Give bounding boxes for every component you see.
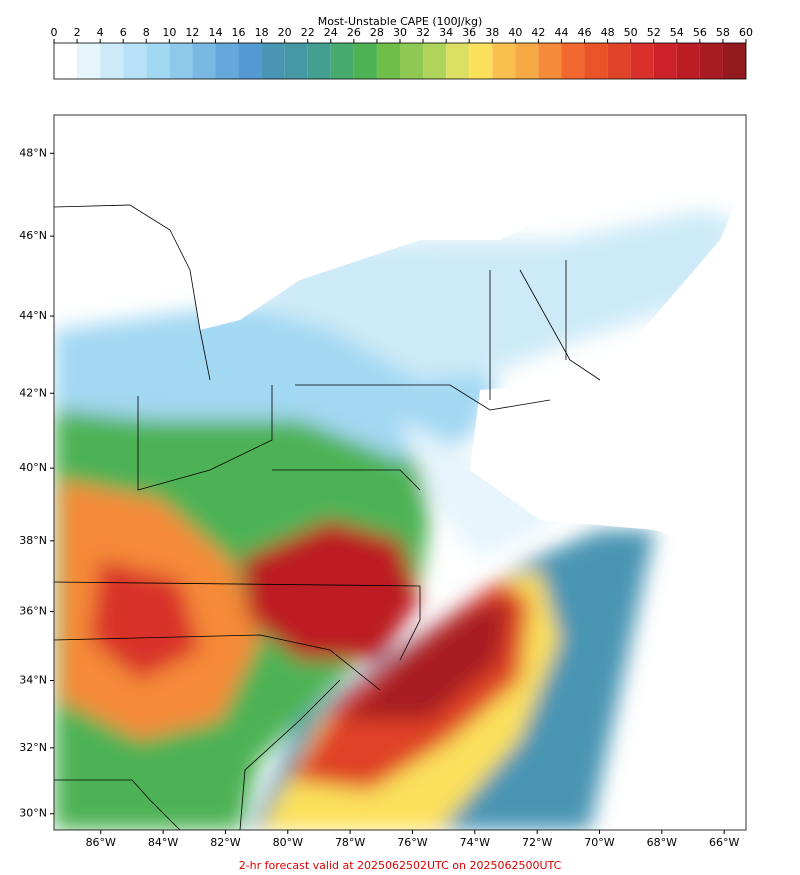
colorbar-swatch	[607, 43, 631, 79]
colorbar-swatch	[238, 43, 262, 79]
colorbar-tick-label: 32	[416, 26, 430, 39]
colorbar-tick-label: 42	[531, 26, 545, 39]
colorbar-tick-label: 58	[716, 26, 730, 39]
colorbar-tick-label: 10	[162, 26, 176, 39]
x-tick-label: 82°W	[210, 836, 240, 849]
colorbar-swatch	[722, 43, 746, 79]
colorbar-swatch	[100, 43, 124, 79]
colorbar-title: Most-Unstable CAPE (100J/kg)	[318, 15, 483, 28]
y-tick-label: 48°N	[19, 146, 47, 159]
colorbar-swatch	[584, 43, 608, 79]
x-tick-label: 74°W	[460, 836, 490, 849]
colorbar-swatch	[446, 43, 470, 79]
colorbar-tick-label: 34	[439, 26, 453, 39]
colorbar-tick-label: 50	[624, 26, 638, 39]
colorbar-swatch	[515, 43, 539, 79]
y-tick-label: 32°N	[19, 741, 47, 754]
x-tick-label: 70°W	[584, 836, 614, 849]
x-tick-label: 66°W	[709, 836, 739, 849]
footer: 2-hr forecast valid at 2025062502UTC on …	[239, 859, 562, 872]
colorbar-swatch	[54, 43, 78, 79]
colorbar-swatch	[561, 43, 585, 79]
colorbar-swatch	[192, 43, 216, 79]
colorbar-tick-label: 2	[74, 26, 81, 39]
colorbar-swatch	[330, 43, 354, 79]
colorbar-swatch	[146, 43, 170, 79]
colorbar-tick-label: 36	[462, 26, 476, 39]
colorbar-swatch	[215, 43, 239, 79]
cape-field	[54, 115, 746, 830]
colorbar-swatch	[400, 43, 424, 79]
colorbar-tick-label: 38	[485, 26, 499, 39]
x-tick-label: 68°W	[647, 836, 677, 849]
y-tick-label: 42°N	[19, 386, 47, 399]
colorbar-tick-label: 16	[232, 26, 246, 39]
colorbar-tick-label: 8	[143, 26, 150, 39]
colorbar-swatch	[376, 43, 400, 79]
y-tick-label: 30°N	[19, 807, 47, 820]
y-tick-label: 34°N	[19, 673, 47, 686]
colorbar-swatch	[307, 43, 331, 79]
colorbar-swatch	[77, 43, 101, 79]
colorbar-tick-label: 14	[208, 26, 222, 39]
colorbar-tick-label: 6	[120, 26, 127, 39]
x-tick-label: 84°W	[148, 836, 178, 849]
x-tick-label: 86°W	[86, 836, 116, 849]
colorbar-swatch	[123, 43, 147, 79]
x-tick-label: 72°W	[522, 836, 552, 849]
axes: 86°W 84°W 82°W 80°W 78°W 76°W 74°W 72°W 70°W 68°W…	[19, 146, 739, 849]
colorbar-tick-label: 24	[324, 26, 338, 39]
colorbar-tick-label: 28	[370, 26, 384, 39]
colorbar-tick-label: 60	[739, 26, 753, 39]
x-tick-label: 76°W	[397, 836, 427, 849]
colorbar-tick-label: 48	[601, 26, 615, 39]
colorbar-swatch	[630, 43, 654, 79]
colorbar-tick-label: 44	[554, 26, 568, 39]
colorbar-tick-label: 46	[578, 26, 592, 39]
colorbar-swatch	[261, 43, 285, 79]
colorbar-tick-label: 52	[647, 26, 661, 39]
colorbar-tick-label: 22	[301, 26, 315, 39]
colorbar-tick-label: 0	[51, 26, 58, 39]
colorbar-swatch	[538, 43, 562, 79]
colorbar-swatch	[469, 43, 493, 79]
colorbar-swatch	[699, 43, 723, 79]
colorbar-tick-label: 54	[670, 26, 684, 39]
colorbar-swatch	[284, 43, 308, 79]
colorbar-swatch	[492, 43, 516, 79]
y-tick-label: 44°N	[19, 309, 47, 322]
colorbar-tick-label: 26	[347, 26, 361, 39]
colorbar-swatch	[353, 43, 377, 79]
colorbar-swatch	[169, 43, 193, 79]
map-frame	[53, 114, 747, 831]
colorbar-swatch	[676, 43, 700, 79]
colorbar-tick-label: 18	[255, 26, 269, 39]
colorbar-tick-label: 12	[185, 26, 199, 39]
colorbar-swatch	[423, 43, 447, 79]
x-tick-label: 80°W	[273, 836, 303, 849]
colorbar-tick-label: 56	[693, 26, 707, 39]
y-tick-label: 46°N	[19, 229, 47, 242]
colorbar-tick-label: 30	[393, 26, 407, 39]
colorbar-tick-label: 4	[97, 26, 104, 39]
y-tick-label: 40°N	[19, 461, 47, 474]
y-tick-label: 36°N	[19, 605, 47, 618]
y-tick-label: 38°N	[19, 534, 47, 547]
colorbar-tick-label: 40	[508, 26, 522, 39]
x-tick-label: 78°W	[335, 836, 365, 849]
colorbar-swatch	[653, 43, 677, 79]
colorbar: 0 2 4 6 8 10 12 14 16 18 20 22 24 26 28 30 32 34 36 38 40 42 4…	[51, 26, 753, 80]
colorbar-tick-label: 20	[278, 26, 292, 39]
